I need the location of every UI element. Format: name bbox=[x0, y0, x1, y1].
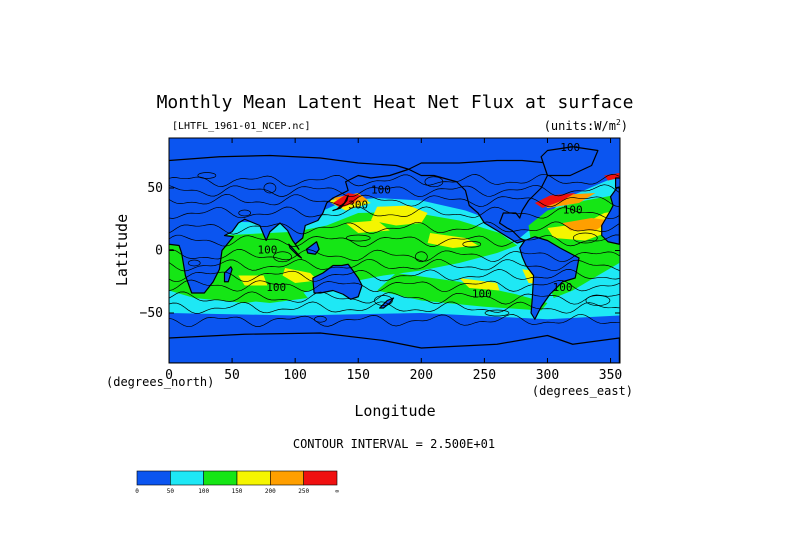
contour-loop-11 bbox=[197, 172, 217, 179]
contour-label-1: 100 bbox=[371, 184, 391, 197]
contour-loop-10 bbox=[263, 182, 277, 194]
contour-label-8: 100 bbox=[560, 141, 580, 154]
units-label-sup: 2 bbox=[616, 118, 621, 127]
flux-region-6 bbox=[370, 205, 428, 226]
colorbar-label-1: 0 bbox=[135, 488, 139, 495]
x-tick-label-150: 150 bbox=[346, 368, 369, 383]
x-tick-label-350: 350 bbox=[599, 368, 622, 383]
colorbar-label-3: 100 bbox=[198, 488, 209, 495]
contour-label-6: 100 bbox=[563, 204, 583, 217]
colorbar-label-6: 250 bbox=[298, 488, 309, 495]
contour-loop-4 bbox=[414, 251, 428, 263]
contour-loop-3 bbox=[345, 234, 371, 242]
flux-region-11 bbox=[238, 275, 268, 286]
landmass-12 bbox=[223, 266, 233, 283]
y-axis-label: Latitude bbox=[113, 214, 131, 286]
contour-line-9 bbox=[169, 269, 620, 283]
contour-loop-7 bbox=[187, 259, 201, 267]
flux-region-9 bbox=[282, 268, 318, 283]
contour-loop-8 bbox=[374, 295, 393, 306]
colorbar-swatch-5 bbox=[270, 470, 304, 486]
contour-line-2 bbox=[169, 184, 620, 198]
x-axis-label: Longitude bbox=[354, 402, 435, 420]
contour-label-5: 100 bbox=[553, 281, 573, 294]
contour-interval-text: CONTOUR INTERVAL = 2.500E+01 bbox=[293, 437, 495, 451]
chart-title: Monthly Mean Latent Heat Net Flux at sur… bbox=[157, 92, 634, 113]
file-label: [LHTFL_1961-01_NCEP.nc] bbox=[172, 121, 310, 132]
colorbar-swatch-1 bbox=[136, 470, 171, 486]
colorbar-swatch-3 bbox=[203, 470, 238, 486]
contour-loop-1 bbox=[238, 209, 252, 217]
contour-loop-14 bbox=[424, 176, 444, 188]
units-label-end: ) bbox=[621, 119, 628, 133]
x-tick-label-250: 250 bbox=[473, 368, 496, 383]
x-tick-label-100: 100 bbox=[283, 368, 306, 383]
contour-line-13 bbox=[169, 313, 620, 328]
colorbar-swatch-4 bbox=[236, 470, 271, 486]
contour-line-3 bbox=[169, 194, 620, 208]
colorbar-label-5: 200 bbox=[265, 488, 276, 495]
contour-loop-13 bbox=[314, 315, 327, 323]
y-tick-label-50: 50 bbox=[147, 181, 163, 196]
landmass-7 bbox=[169, 332, 620, 363]
contour-line-5 bbox=[169, 221, 620, 235]
flux-region-17 bbox=[541, 193, 596, 208]
contour-line-7 bbox=[169, 248, 620, 263]
contour-line-8 bbox=[169, 258, 620, 272]
landmass-9 bbox=[288, 243, 303, 259]
flux-region-8 bbox=[427, 233, 479, 248]
flux-region-10 bbox=[459, 278, 500, 291]
landmass-10 bbox=[332, 194, 349, 212]
contour-loop-12 bbox=[585, 295, 611, 306]
landmass-3 bbox=[408, 159, 549, 244]
colorbar-label-4: 150 bbox=[232, 488, 243, 495]
units-label: (units:W/m2) bbox=[544, 118, 628, 133]
contour-label-4: 100 bbox=[472, 287, 492, 300]
contour-label-7: 300 bbox=[348, 199, 368, 212]
colorbar-swatch-6 bbox=[303, 470, 338, 486]
landmass-8 bbox=[305, 241, 320, 255]
contour-loop-9 bbox=[484, 309, 510, 317]
contour-line-11 bbox=[169, 291, 620, 305]
colorbar-label-7: ∞ bbox=[335, 488, 339, 495]
contour-line-1 bbox=[169, 173, 620, 187]
x-axis-units: (degrees_east) bbox=[532, 384, 633, 398]
x-tick-label-0: 0 bbox=[165, 368, 173, 383]
landmass-5 bbox=[540, 146, 599, 177]
y-axis-units: (degrees_north) bbox=[106, 375, 214, 389]
contour-label-3: 100 bbox=[266, 281, 286, 294]
colorbar-label-2: 50 bbox=[167, 488, 175, 495]
contour-line-10 bbox=[169, 279, 620, 293]
y-tick-label-0: 0 bbox=[155, 244, 163, 259]
flux-region-15 bbox=[562, 218, 611, 231]
contour-line-4 bbox=[169, 206, 620, 220]
map-field bbox=[169, 138, 620, 363]
colorbar: 0 50 100 150 200 250 ∞ bbox=[135, 470, 339, 495]
contour-loop-2 bbox=[273, 251, 292, 263]
x-tick-label-300: 300 bbox=[536, 368, 559, 383]
x-tick-label-200: 200 bbox=[410, 368, 433, 383]
flux-region-19 bbox=[534, 193, 576, 208]
flux-region-7 bbox=[345, 220, 390, 233]
contour-label-2: 100 bbox=[257, 244, 277, 257]
y-tick-label--50: −50 bbox=[140, 306, 163, 321]
landmass-13 bbox=[614, 177, 620, 189]
contour-loop-5 bbox=[462, 240, 482, 248]
contour-line-12 bbox=[169, 301, 620, 314]
x-tick-label-50: 50 bbox=[224, 368, 240, 383]
units-label-main: (units:W/m bbox=[544, 119, 616, 133]
contour-loop-6 bbox=[572, 232, 598, 244]
contour-line-6 bbox=[169, 234, 620, 248]
colorbar-swatch-2 bbox=[170, 470, 204, 486]
